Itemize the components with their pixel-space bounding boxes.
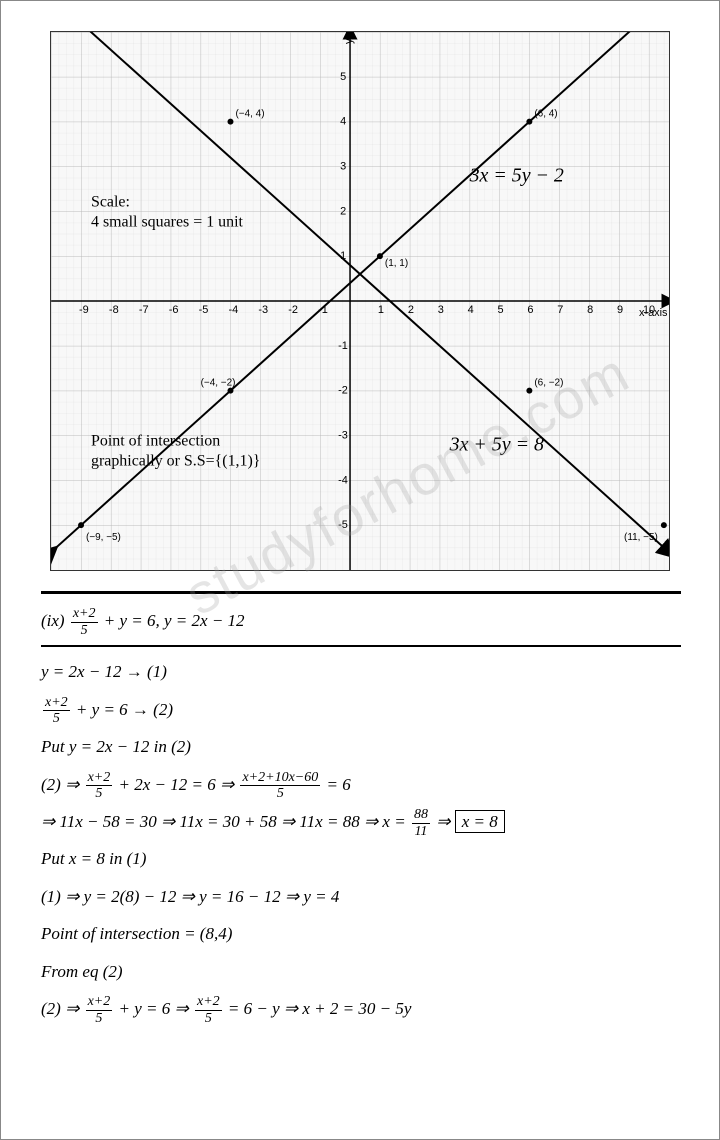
problem-text: + y = 6, y = 2x − 12: [104, 611, 245, 630]
problem-number: (ix): [41, 611, 65, 630]
point-label: (−9, −5): [86, 532, 121, 543]
divider: [41, 645, 681, 647]
svg-text:-2: -2: [288, 304, 298, 316]
svg-text:1: 1: [378, 304, 384, 316]
graph-container: (−4, 4) (6, 4) (1, 1) (−4, −2) (6, −2) (…: [50, 31, 670, 571]
graph-svg: (−4, 4) (6, 4) (1, 1) (−4, −2) (6, −2) (…: [51, 32, 669, 570]
solution-line: y = 2x − 12 → (1): [41, 653, 679, 690]
fraction: x+25: [86, 994, 113, 1026]
svg-text:-2: -2: [338, 385, 348, 397]
fraction: x+25: [71, 606, 98, 638]
svg-text:-3: -3: [258, 304, 268, 316]
point-label: (−4, −2): [201, 378, 236, 389]
solution-line: (1) ⇒ y = 2(8) − 12 ⇒ y = 16 − 12 ⇒ y = …: [41, 878, 679, 915]
problem-line: (ix) x+25 + y = 6, y = 2x − 12: [41, 602, 679, 639]
svg-text:8: 8: [587, 304, 593, 316]
svg-text:3: 3: [340, 160, 346, 172]
solution-line: Put y = 2x − 12 in (2): [41, 728, 679, 765]
point-label: (6, 4): [534, 109, 557, 120]
svg-text:1: 1: [340, 250, 346, 262]
svg-text:10: 10: [643, 304, 655, 316]
intersection-text-1: Point of intersection: [91, 432, 220, 449]
svg-text:-7: -7: [139, 304, 149, 316]
svg-text:-5: -5: [338, 519, 348, 531]
svg-text:-6: -6: [169, 304, 179, 316]
svg-text:-8: -8: [109, 304, 119, 316]
svg-text:3: 3: [438, 304, 444, 316]
solution-line: (2) ⇒ x+25 + 2x − 12 = 6 ⇒ x+2+10x−605 =…: [41, 766, 679, 803]
y-axis-label: y-axis: [343, 32, 355, 44]
svg-text:-5: -5: [199, 304, 209, 316]
solution-line: x+25 + y = 6 → (2): [41, 691, 679, 728]
svg-text:7: 7: [557, 304, 563, 316]
point-label: (11, −5): [624, 532, 658, 543]
svg-text:2: 2: [408, 304, 414, 316]
svg-text:-4: -4: [338, 474, 348, 486]
svg-text:-1: -1: [338, 340, 348, 352]
svg-text:4: 4: [340, 116, 346, 128]
svg-text:2: 2: [340, 205, 346, 217]
fraction: x+25: [86, 770, 113, 802]
solution-line: Point of intersection = (8,4): [41, 915, 679, 952]
divider: [41, 591, 681, 594]
equation-2: 3x + 5y = 8: [449, 433, 544, 455]
solution-line: From eq (2): [41, 953, 679, 990]
equation-1: 3x = 5y − 2: [469, 164, 564, 186]
scale-label-1: Scale:: [91, 193, 130, 210]
svg-text:-9: -9: [79, 304, 89, 316]
svg-text:6: 6: [527, 304, 533, 316]
solution-line: ⇒ 11x − 58 = 30 ⇒ 11x = 30 + 58 ⇒ 11x = …: [41, 803, 679, 840]
fraction: 8811: [412, 807, 430, 839]
fraction: x+25: [195, 994, 222, 1026]
fraction: x+25: [43, 695, 70, 727]
solution-line: (2) ⇒ x+25 + y = 6 ⇒ x+25 = 6 − y ⇒ x + …: [41, 990, 679, 1027]
svg-text:9: 9: [617, 304, 623, 316]
scale-label-2: 4 small squares = 1 unit: [91, 213, 244, 230]
svg-text:5: 5: [497, 304, 503, 316]
point-label: (−4, 4): [235, 109, 264, 120]
intersection-text-2: graphically or S.S={(1,1)}: [91, 452, 260, 469]
point-label: (1, 1): [385, 258, 408, 269]
solution-line: Put x = 8 in (1): [41, 840, 679, 877]
point-label: (6, −2): [534, 378, 563, 389]
svg-text:5: 5: [340, 71, 346, 83]
fraction: x+2+10x−605: [240, 770, 320, 802]
boxed-answer: x = 8: [455, 810, 505, 833]
svg-text:-3: -3: [338, 429, 348, 441]
svg-text:-1: -1: [318, 304, 328, 316]
svg-text:4: 4: [468, 304, 474, 316]
svg-text:-4: -4: [228, 304, 238, 316]
